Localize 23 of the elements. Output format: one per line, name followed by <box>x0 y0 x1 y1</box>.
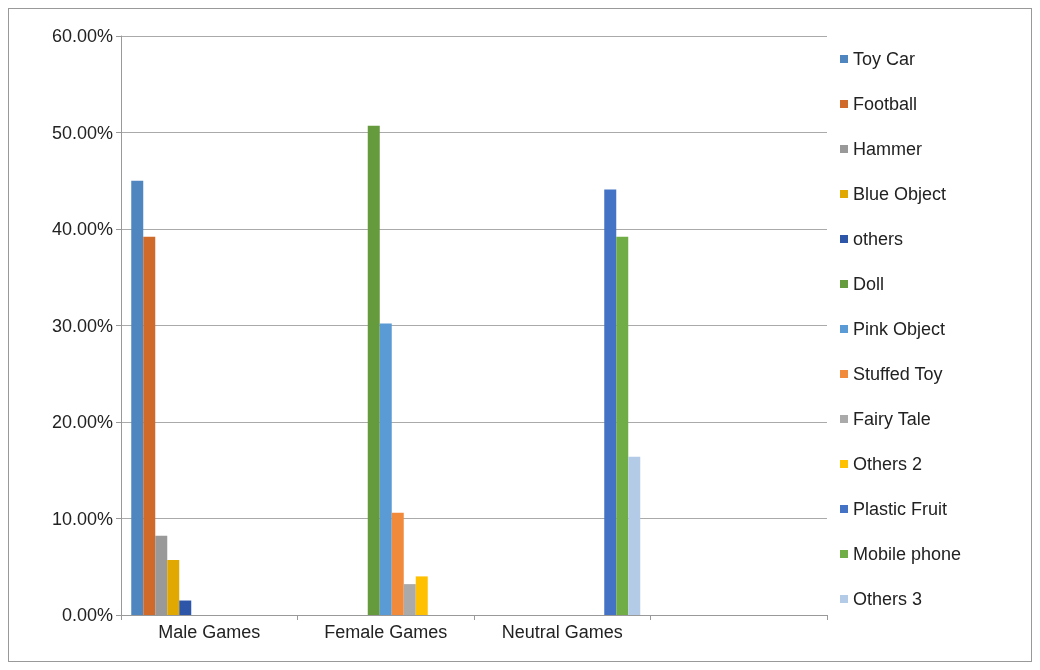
y-tick-label: 50.00% <box>51 122 113 143</box>
y-tick-label: 0.00% <box>61 605 113 625</box>
legend-label: Football <box>853 94 918 114</box>
x-tick-label: Male Games <box>158 622 261 642</box>
legend-label: Plastic Fruit <box>853 499 948 519</box>
legend-label: Others 3 <box>853 589 923 609</box>
legend-label: Stuffed Toy <box>853 364 943 384</box>
legend-label: Pink Object <box>853 319 946 339</box>
y-tick-label: 30.00% <box>51 315 113 336</box>
legend-label: Others 2 <box>853 454 923 474</box>
y-tick-label: 40.00% <box>51 219 113 239</box>
legend-label: Blue Object <box>853 184 947 204</box>
y-tick-label: 20.00% <box>51 412 113 432</box>
x-tick-label: Female Games <box>324 622 448 642</box>
legend-label: Doll <box>853 274 885 294</box>
legend-label: Mobile phone <box>853 544 962 564</box>
y-tick-label: 10.00% <box>51 508 113 529</box>
y-tick-label: 60.00% <box>51 26 113 46</box>
x-tick-label: Neutral Games <box>501 622 623 642</box>
legend-label: Hammer <box>853 139 923 159</box>
legend-label: Toy Car <box>853 49 916 69</box>
legend-label: others <box>853 229 904 249</box>
legend-label: Fairy Tale <box>853 409 931 429</box>
